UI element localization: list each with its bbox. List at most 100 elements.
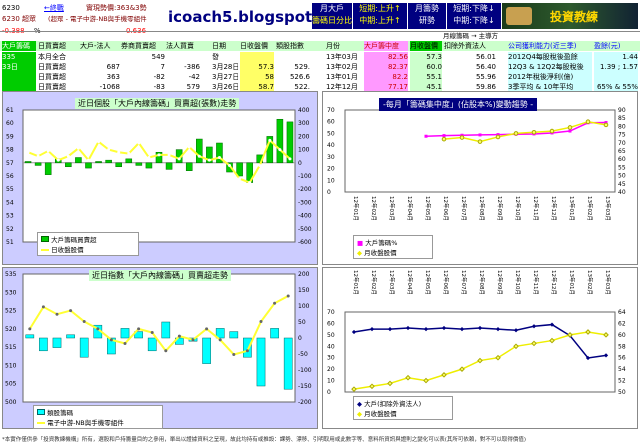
left-tick: 0 xyxy=(327,189,331,196)
right-tick: 100 xyxy=(298,147,310,154)
x-label: 12年03月 xyxy=(388,270,396,295)
right-tick: 40 xyxy=(618,189,626,196)
price-point xyxy=(248,181,252,185)
x-label: 12年06月 xyxy=(442,196,450,221)
row-2-col-n: 82.2 xyxy=(364,72,408,82)
x-label: 12年10月 xyxy=(514,270,522,295)
month-chip-label: 月線籌碼 → 主導方 xyxy=(443,32,499,40)
left-tick: 30 xyxy=(327,355,335,362)
row-2-col-g: 58 xyxy=(240,72,274,82)
bar xyxy=(135,162,143,166)
back-link[interactable]: ←終戰 xyxy=(44,4,64,12)
price-point xyxy=(441,372,447,378)
row-0-col-r: 1.44 xyxy=(594,52,638,62)
col-header-7: 類股指數 xyxy=(276,42,304,50)
index-point xyxy=(286,294,290,298)
row-1-col-o: 60.0 xyxy=(410,62,442,72)
left-tick: 60 xyxy=(327,119,335,126)
left-tick: 59 xyxy=(6,133,14,140)
bar xyxy=(206,146,213,164)
right-tick: 50 xyxy=(298,319,306,326)
left-tick: 510 xyxy=(5,362,17,369)
price-point xyxy=(459,366,465,372)
bar xyxy=(147,337,157,352)
price-point xyxy=(603,332,609,338)
month-col-2: 月收盤價 xyxy=(410,41,442,51)
bar xyxy=(115,162,122,168)
x-label: 13年01月 xyxy=(568,270,576,295)
price-point xyxy=(549,337,555,344)
row-2-col-q: 2012年稅後淨利(億) xyxy=(508,72,592,82)
left-tick: 535 xyxy=(5,271,17,278)
row-1-col-h: 529. xyxy=(294,63,310,71)
price-point xyxy=(167,153,171,157)
row-3-col-r: 65% & 55% xyxy=(594,82,638,92)
row-3-col-p: 59.86 xyxy=(475,83,496,91)
right-tick: 150 xyxy=(298,287,310,294)
index-point xyxy=(41,305,45,309)
row-0-col-o: 57.3 xyxy=(410,52,442,62)
right-tick: 54 xyxy=(618,366,626,373)
right-tick: 0 xyxy=(298,335,302,342)
price-point xyxy=(56,158,60,162)
bar xyxy=(256,337,266,387)
left-tick: 525 xyxy=(5,308,17,315)
row-3-col-g: 58.7 xyxy=(240,82,274,92)
row-3-col-q: 3季平均 & 10年平均 xyxy=(508,82,592,92)
left-tick: 53 xyxy=(6,213,14,220)
left-tick: 54 xyxy=(6,199,14,206)
x-label: 13年03月 xyxy=(604,270,612,295)
price-point xyxy=(238,177,242,181)
column-header-bar xyxy=(0,41,640,51)
bar xyxy=(34,162,42,166)
price-point xyxy=(107,148,111,152)
row-3-col-e: 579 xyxy=(186,83,200,91)
price-point xyxy=(66,154,70,158)
ratio-label: (超眾 - 電子中游-NB與手機零組件 xyxy=(48,15,147,23)
row-1-col-e: -386 xyxy=(184,63,200,71)
bar xyxy=(75,157,82,164)
bar xyxy=(229,331,239,339)
badge2-line2: 中期:上升↑ xyxy=(359,16,401,25)
price-point xyxy=(97,140,101,144)
concentration-point xyxy=(568,129,572,133)
concentration-point xyxy=(478,133,482,137)
row-2-col-r xyxy=(594,72,638,82)
left-tick: 58 xyxy=(6,147,14,154)
row-0-col-b: 本月全合 xyxy=(38,53,66,61)
month-col-3: 扣除外資法人 xyxy=(444,42,486,50)
row-2-col-m: 13年01月 xyxy=(326,73,358,81)
legend1-bar: 大戶籌碼買賣超 xyxy=(51,236,97,244)
bar xyxy=(66,334,75,339)
plot-area xyxy=(344,109,616,193)
price-point xyxy=(36,154,40,158)
row-2-col-d: -82 xyxy=(153,73,165,81)
legend2-a: 大戶籌碼% xyxy=(365,239,398,247)
index-point xyxy=(55,312,59,316)
left-tick: 530 xyxy=(5,289,17,296)
price-point xyxy=(137,141,141,145)
x-label: 12年08月 xyxy=(478,270,486,295)
price-point xyxy=(86,158,90,162)
x-label: 12年09月 xyxy=(496,196,504,221)
right-tick: -200 xyxy=(298,399,312,406)
left-tick: 50 xyxy=(327,130,335,137)
legend2-b: 月收盤股價 xyxy=(364,249,397,257)
concentration-point xyxy=(496,133,500,137)
left-tick: 40 xyxy=(327,142,335,149)
monthly-price-point xyxy=(495,134,501,140)
monthly-price-point xyxy=(603,122,609,128)
badge-month-big: 月大戶 籌碼日分比 xyxy=(312,3,352,29)
row-0-col-p: 56.01 xyxy=(475,53,496,61)
right-tick: 90 xyxy=(618,107,626,114)
index-point xyxy=(109,338,113,342)
monthly-concentration-chart: 706050403020100908580757065605550454012年… xyxy=(327,107,626,221)
left-tick: 60 xyxy=(6,120,14,127)
right-tick: 100 xyxy=(298,303,310,310)
row-1-col-c: 687 xyxy=(106,63,120,71)
blog-title[interactable]: icoach5.blogspot.com xyxy=(168,8,353,26)
row-2-col-h: 526.6 xyxy=(289,73,310,81)
index-point xyxy=(28,327,32,331)
panel-monthly-holder: 12年01月 12年02月 12年03月 12年04月 12年05月 12年06月 12年0… xyxy=(322,267,638,429)
legend4-a: 大戶(扣除外資法人) xyxy=(364,400,422,408)
